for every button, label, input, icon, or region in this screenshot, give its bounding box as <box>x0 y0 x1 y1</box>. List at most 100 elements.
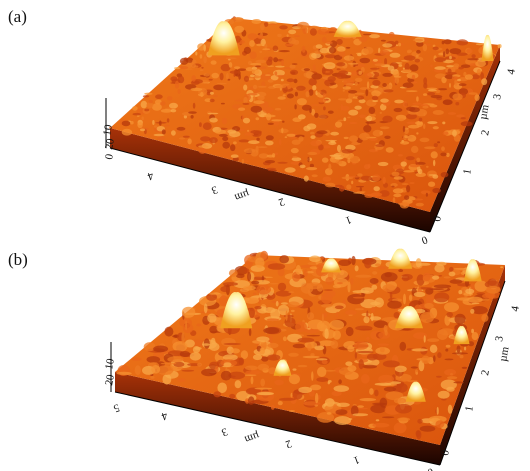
texture <box>267 342 279 349</box>
texture <box>393 397 407 404</box>
texture <box>387 300 402 309</box>
texture <box>297 114 306 120</box>
texture <box>397 417 411 422</box>
texture <box>343 55 355 61</box>
texture <box>436 406 439 415</box>
texture <box>409 164 420 168</box>
texture <box>424 37 428 42</box>
texture <box>161 129 166 135</box>
texture <box>258 297 261 304</box>
texture <box>297 337 315 343</box>
texture <box>209 342 220 351</box>
texture <box>329 27 337 32</box>
texture <box>402 100 408 108</box>
texture <box>282 120 285 123</box>
texture <box>329 46 337 54</box>
texture <box>432 44 436 48</box>
texture <box>310 131 315 135</box>
texture <box>355 308 364 311</box>
axis-line <box>114 391 441 466</box>
texture <box>430 64 433 68</box>
texture <box>330 131 339 136</box>
texture <box>382 43 393 48</box>
peak <box>388 248 413 269</box>
texture <box>257 34 264 40</box>
texture <box>322 176 331 182</box>
texture <box>481 314 489 322</box>
texture <box>456 345 461 353</box>
texture <box>331 390 342 397</box>
texture <box>272 153 276 158</box>
axis-label: 3 <box>209 183 219 196</box>
texture <box>427 338 440 342</box>
texture <box>446 65 455 68</box>
texture <box>143 342 156 352</box>
texture <box>132 106 138 111</box>
texture <box>397 154 403 157</box>
texture <box>216 82 227 85</box>
texture <box>255 257 265 268</box>
texture <box>290 161 301 165</box>
texture <box>356 350 374 354</box>
texture <box>291 139 301 145</box>
texture <box>374 382 392 386</box>
texture <box>377 343 390 346</box>
texture <box>471 302 480 305</box>
texture <box>238 107 246 111</box>
texture <box>155 94 163 99</box>
texture <box>256 336 270 343</box>
texture <box>250 130 262 135</box>
texture <box>159 120 162 126</box>
texture <box>227 129 237 134</box>
texture <box>416 157 421 163</box>
texture <box>443 276 451 279</box>
texture <box>361 354 368 358</box>
texture <box>142 95 150 98</box>
texture <box>411 145 419 153</box>
texture <box>423 335 426 343</box>
texture <box>391 171 400 177</box>
axis-label: 1 <box>344 213 353 226</box>
texture <box>163 124 170 127</box>
texture <box>297 364 308 368</box>
texture <box>294 91 298 97</box>
texture <box>446 312 454 318</box>
texture <box>130 121 134 125</box>
texture <box>413 291 426 298</box>
texture <box>465 288 475 294</box>
texture <box>321 313 324 323</box>
texture <box>182 323 194 334</box>
texture <box>351 255 356 266</box>
texture <box>404 195 410 201</box>
texture <box>185 320 188 331</box>
texture <box>451 352 469 355</box>
texture <box>414 369 419 375</box>
texture <box>310 384 322 391</box>
texture <box>232 157 239 162</box>
texture <box>339 185 345 192</box>
texture <box>255 117 260 121</box>
texture <box>222 141 230 149</box>
texture <box>273 57 278 63</box>
texture <box>360 175 373 181</box>
texture <box>311 371 314 381</box>
texture <box>368 106 376 115</box>
texture <box>256 284 271 295</box>
texture <box>172 341 188 352</box>
texture <box>160 362 177 365</box>
texture <box>410 81 418 84</box>
texture <box>170 76 178 82</box>
texture <box>413 198 423 201</box>
texture <box>449 55 452 60</box>
texture <box>432 110 444 115</box>
texture <box>189 352 201 361</box>
peak <box>463 259 482 282</box>
texture <box>190 80 200 85</box>
texture <box>154 125 158 128</box>
texture <box>471 332 479 341</box>
texture <box>252 292 257 295</box>
axis-label: 3 <box>219 425 229 438</box>
texture <box>335 121 343 128</box>
texture <box>355 77 363 83</box>
texture <box>340 105 350 111</box>
